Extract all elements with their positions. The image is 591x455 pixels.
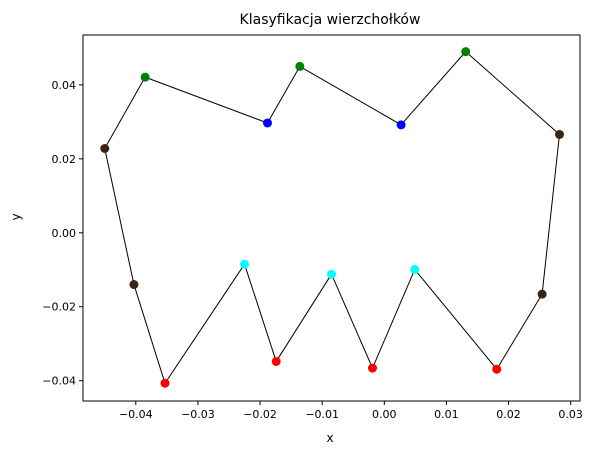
- x-tick-label: 0.03: [558, 408, 583, 421]
- vertex-point-red: [492, 364, 502, 374]
- vertex-point-brown: [554, 129, 564, 139]
- y-axis-label: y: [9, 213, 23, 220]
- polygon-edge: [414, 269, 498, 370]
- polygon-edge: [331, 273, 373, 369]
- polygon-edge: [465, 51, 560, 135]
- polygon-edge: [104, 76, 146, 149]
- axes-frame: [82, 34, 581, 402]
- x-tick-label: 0.01: [434, 408, 459, 421]
- y-tick-label: −0.04: [42, 375, 76, 388]
- polygon-edge: [275, 273, 332, 362]
- vertex-point-cyan: [410, 264, 420, 274]
- x-tick-label: 0.00: [372, 408, 397, 421]
- polygon-edge: [400, 51, 467, 126]
- vertex-point-brown: [537, 289, 547, 299]
- vertex-point-blue: [263, 118, 273, 128]
- y-tick-label: 0.00: [52, 227, 77, 240]
- plot-area: [100, 47, 564, 388]
- polygon-edge: [372, 269, 416, 369]
- y-tick-label: −0.02: [42, 301, 76, 314]
- chart-title: Klasyfikacja wierzchołków: [240, 12, 421, 28]
- x-axis-label: x: [326, 431, 333, 445]
- y-tick-label: 0.04: [52, 79, 77, 92]
- vertex-point-blue: [396, 120, 406, 130]
- vertex-point-brown: [100, 143, 110, 153]
- axes: −0.04 −0.03 −0.02 −0.01 0.00 0.01 0.02 0.03 −0.0…: [42, 34, 583, 421]
- vertex-point-green: [461, 47, 471, 57]
- x-tick-label: 0.02: [496, 408, 521, 421]
- y-tick-label: 0.02: [52, 153, 77, 166]
- polygon-edge: [164, 263, 245, 384]
- x-tick-label: −0.01: [305, 408, 339, 421]
- polygon-edge: [267, 66, 301, 124]
- x-tick-label: −0.02: [243, 408, 277, 421]
- vertex-point-cyan: [240, 259, 250, 269]
- polygon-edge: [299, 65, 402, 126]
- x-tick-label: −0.04: [119, 408, 153, 421]
- vertex-point-cyan: [327, 269, 336, 279]
- vertex-point-red: [368, 363, 378, 373]
- polygon-edge: [496, 293, 543, 370]
- polygon-edge: [133, 284, 166, 384]
- vertex-point-red: [160, 378, 170, 388]
- vertex-point-red: [271, 356, 281, 366]
- polygon-edge: [244, 264, 277, 362]
- polygon-edge: [541, 134, 560, 295]
- polygon-edge: [104, 148, 135, 285]
- vertex-point-green: [140, 72, 150, 82]
- vertex-point-green: [295, 61, 305, 71]
- vertex-point-brown: [129, 280, 139, 290]
- polygon-edge: [144, 76, 268, 124]
- x-tick-label: −0.03: [181, 408, 215, 421]
